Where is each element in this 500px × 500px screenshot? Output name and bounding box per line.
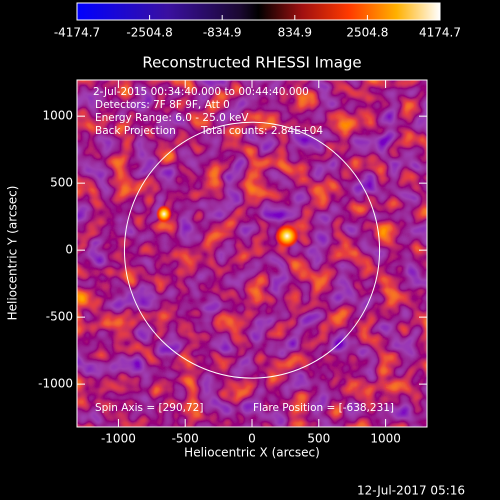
x-tick-label: 0 (248, 432, 256, 446)
annotation: Total counts: 2.84E+04 (200, 125, 323, 137)
solar-limb (123, 121, 381, 379)
y-tick-label: 500 (50, 176, 73, 190)
annotation: Detectors: 7F 8F 9F, Att 0 (95, 99, 230, 111)
annotation: Spin Axis = [290,72] (95, 402, 203, 414)
x-tick-label: -500 (172, 432, 199, 446)
colorbar (76, 2, 441, 21)
colorbar-tick-label: -834.9 (203, 26, 242, 40)
x-axis-label: Heliocentric X (arcsec) (184, 446, 320, 460)
colorbar-tick-label: 4174.7 (419, 26, 461, 40)
y-tick-label: -500 (46, 310, 73, 324)
colorbar-tick-label: -2504.8 (126, 26, 172, 40)
colorbar-tick-label: 834.9 (278, 26, 312, 40)
y-axis-label: Heliocentric Y (arcsec) (6, 186, 20, 321)
image (77, 80, 427, 427)
annotation: Energy Range: 6.0 - 25.0 keV (95, 112, 249, 124)
x-tick-label: -1000 (101, 432, 136, 446)
secondary-source (156, 205, 172, 223)
annotation: Flare Position = [-638,231] (253, 402, 394, 414)
x-tick-label: 1000 (370, 432, 401, 446)
footer: 12-Jul-2017 05:16 (357, 484, 465, 498)
flare-source (275, 224, 299, 248)
annotation: Back Projection (95, 125, 176, 137)
x-tick-label: 500 (307, 432, 330, 446)
y-tick-label: 0 (65, 243, 73, 257)
annotation: 2-Jul-2015 00:34:40.000 to 00:44:40.000 (93, 86, 309, 98)
colorbar-tick-label: 2504.8 (346, 26, 388, 40)
y-tick-label: 1000 (42, 109, 73, 123)
colorbar-tick-label: -4174.7 (54, 26, 100, 40)
chart-title: Reconstructed RHESSI Image (142, 54, 361, 72)
y-tick-label: -1000 (38, 377, 73, 391)
image-texture (77, 80, 427, 427)
